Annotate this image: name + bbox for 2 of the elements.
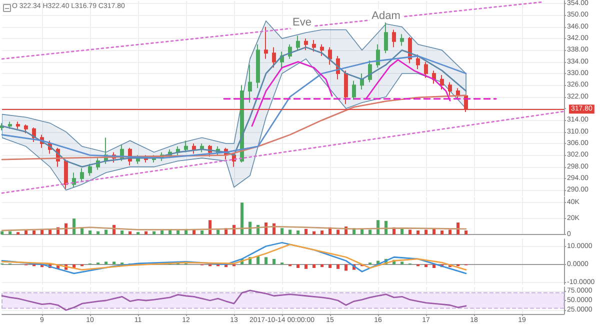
- annotation: Adam: [372, 10, 400, 22]
- annotation: Eve: [292, 16, 312, 28]
